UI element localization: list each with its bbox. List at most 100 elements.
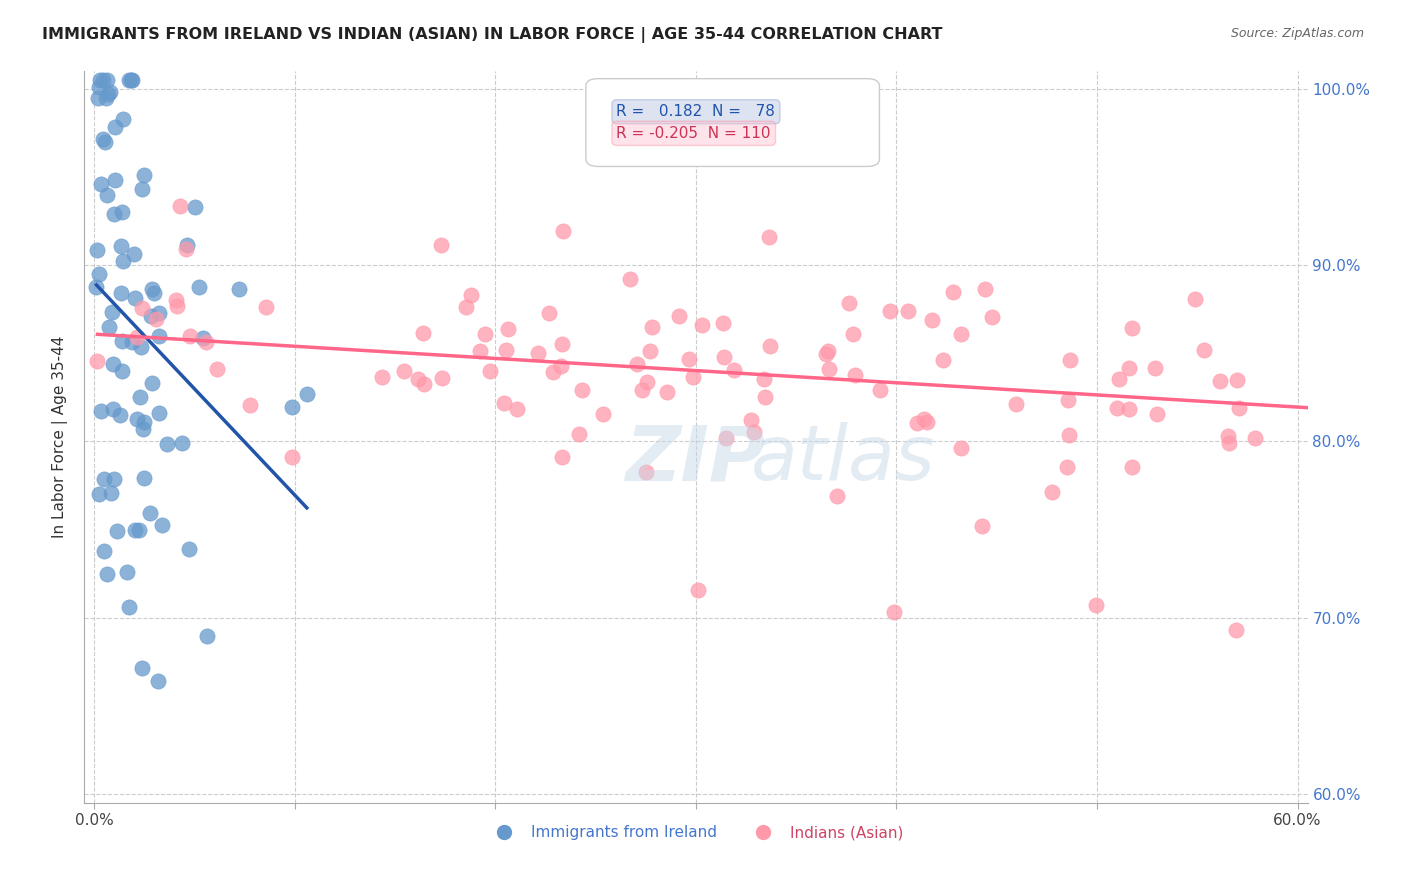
- Point: [228, 282, 250, 296]
- Point: [104, 173, 127, 187]
- Point: [553, 224, 575, 238]
- Point: [150, 518, 173, 533]
- Point: [1192, 343, 1215, 357]
- Point: [176, 242, 198, 256]
- Point: [101, 402, 124, 417]
- Point: [191, 331, 214, 345]
- Point: [474, 326, 496, 341]
- Point: [879, 304, 901, 318]
- Point: [634, 465, 657, 479]
- Point: [205, 362, 228, 376]
- Point: [165, 293, 187, 308]
- Point: [406, 372, 429, 386]
- Point: [179, 541, 201, 556]
- Point: [111, 204, 134, 219]
- Point: [1059, 353, 1081, 368]
- Point: [125, 411, 148, 425]
- Point: [942, 285, 965, 300]
- Point: [678, 352, 700, 367]
- Point: [460, 288, 482, 302]
- Point: [90, 404, 112, 418]
- Point: [758, 230, 780, 244]
- Point: [905, 416, 928, 430]
- Point: [1108, 372, 1130, 386]
- Point: [883, 605, 905, 619]
- Point: [128, 523, 150, 537]
- Text: R =   0.182  N =   78: R = 0.182 N = 78: [616, 104, 775, 120]
- Point: [96, 188, 118, 202]
- Point: [430, 370, 453, 384]
- Point: [89, 73, 111, 87]
- Point: [97, 320, 120, 334]
- Point: [430, 238, 453, 252]
- Point: [1227, 401, 1250, 416]
- Point: [1057, 393, 1080, 408]
- Point: [148, 306, 170, 320]
- Point: [714, 431, 737, 445]
- Point: [121, 334, 143, 349]
- Point: [91, 131, 114, 145]
- Point: [141, 376, 163, 390]
- Point: [1244, 431, 1267, 445]
- Point: [254, 300, 277, 314]
- Point: [655, 385, 678, 400]
- Point: [1005, 397, 1028, 411]
- Point: [1056, 459, 1078, 474]
- Point: [1121, 321, 1143, 335]
- Point: [844, 368, 866, 382]
- Point: [239, 399, 262, 413]
- Point: [921, 313, 943, 327]
- Point: [110, 239, 132, 253]
- Point: [759, 339, 782, 353]
- Point: [97, 87, 120, 101]
- Point: [100, 486, 122, 500]
- Point: [869, 383, 891, 397]
- Point: [631, 383, 654, 397]
- Point: [86, 354, 108, 368]
- Point: [1118, 402, 1140, 417]
- Point: [169, 199, 191, 213]
- Point: [89, 486, 111, 500]
- Point: [1084, 598, 1107, 612]
- Point: [187, 280, 209, 294]
- Point: [93, 473, 115, 487]
- Point: [454, 300, 477, 314]
- Point: [87, 79, 110, 94]
- Point: [974, 281, 997, 295]
- Text: Source: ZipAtlas.com: Source: ZipAtlas.com: [1230, 27, 1364, 40]
- Point: [980, 310, 1002, 324]
- Point: [506, 401, 529, 416]
- Point: [668, 310, 690, 324]
- Point: [141, 282, 163, 296]
- Point: [723, 363, 745, 377]
- Point: [495, 343, 517, 357]
- Point: [132, 422, 155, 436]
- Point: [194, 334, 217, 349]
- Point: [117, 73, 139, 87]
- Point: [122, 247, 145, 261]
- Point: [1105, 401, 1128, 416]
- Point: [104, 120, 127, 135]
- Point: [110, 285, 132, 300]
- Point: [949, 441, 972, 455]
- Point: [87, 91, 110, 105]
- Point: [128, 390, 150, 404]
- Point: [498, 322, 520, 336]
- Point: [713, 351, 735, 365]
- Text: IMMIGRANTS FROM IRELAND VS INDIAN (ASIAN) IN LABOR FORCE | AGE 35-44 CORRELATION: IMMIGRANTS FROM IRELAND VS INDIAN (ASIAN…: [42, 27, 942, 43]
- Point: [838, 295, 860, 310]
- Point: [568, 426, 591, 441]
- Point: [492, 396, 515, 410]
- Point: [527, 346, 550, 360]
- Point: [842, 326, 865, 341]
- Point: [111, 334, 134, 348]
- Point: [105, 524, 128, 538]
- Point: [740, 413, 762, 427]
- Point: [103, 207, 125, 221]
- Point: [686, 583, 709, 598]
- Point: [111, 364, 134, 378]
- Point: [120, 73, 142, 87]
- Point: [124, 291, 146, 305]
- Point: [156, 437, 179, 451]
- Point: [949, 327, 972, 342]
